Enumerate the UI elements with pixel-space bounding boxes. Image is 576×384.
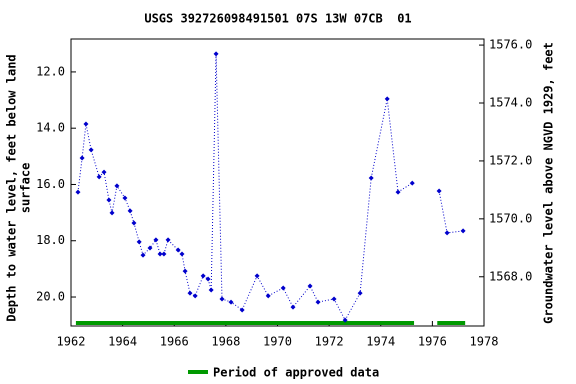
data-point [175,247,181,253]
data-point [460,228,466,234]
data-point [307,283,313,289]
y-tick-label: 14.0 [36,121,65,135]
data-point [342,317,348,323]
data-point [182,268,188,274]
data-point [265,293,271,299]
x-tick-label: 1976 [418,335,447,349]
x-tick-label: 1962 [57,335,86,349]
y-tick-label: 20.0 [36,290,65,304]
data-point [213,51,219,57]
data-point [368,175,374,181]
data-point [127,208,133,214]
data-point [205,276,211,282]
data-point [192,293,198,299]
data-point [331,296,337,302]
data-point [290,304,296,310]
y-tick-label: 12.0 [36,64,65,78]
y-tick-label: 16.0 [36,177,65,191]
data-point [315,299,321,305]
y-axis-label: Depth to water level, feet below land [5,54,19,321]
x-tick-label: 1978 [470,335,499,349]
data-point [357,290,363,296]
x-tick-label: 1972 [315,335,344,349]
x-tick-label: 1968 [211,335,240,349]
data-point [109,210,115,216]
data-point [157,251,163,257]
legend-label: Period of approved data [213,366,379,380]
data-point [131,220,137,226]
data-point [88,147,94,153]
x-tick-label: 1970 [263,335,292,349]
y2-tick-label: 1568.0 [489,269,532,283]
data-point [254,273,260,279]
x-tick-label: 1974 [366,335,395,349]
y-axis-label: surface [19,163,33,214]
data-point [114,183,120,189]
data-point [83,121,89,127]
data-point [165,237,171,243]
data-point [161,251,167,257]
data-point [106,197,112,203]
data-point [140,252,146,258]
data-point [200,273,206,279]
data-point [239,307,245,313]
data-point [147,245,153,251]
chart-title: USGS 392726098491501 07S 13W 07CB 01 [144,12,411,26]
y2-tick-label: 1574.0 [489,96,532,110]
data-point [444,230,450,236]
y2-tick-label: 1570.0 [489,211,532,225]
data-point [153,237,159,243]
data-point [187,290,193,296]
data-point [280,285,286,291]
data-point [79,155,85,161]
data-point [384,96,390,102]
data-point [409,180,415,186]
y2-axis-label: Groundwater level above NGVD 1929, feet [542,42,556,324]
x-tick-label: 1964 [108,335,137,349]
data-point [436,188,442,194]
y2-tick-label: 1572.0 [489,153,532,167]
x-tick-label: 1966 [160,335,189,349]
data-point [395,189,401,195]
data-point [179,251,185,257]
data-point [136,239,142,245]
y2-tick-label: 1576.0 [489,38,532,52]
data-point [219,296,225,302]
data-point [208,287,214,293]
data-point [96,174,102,180]
data-point [101,169,107,175]
data-point [122,195,128,201]
data-point [228,299,234,305]
y-tick-label: 18.0 [36,233,65,247]
data-point [75,189,81,195]
